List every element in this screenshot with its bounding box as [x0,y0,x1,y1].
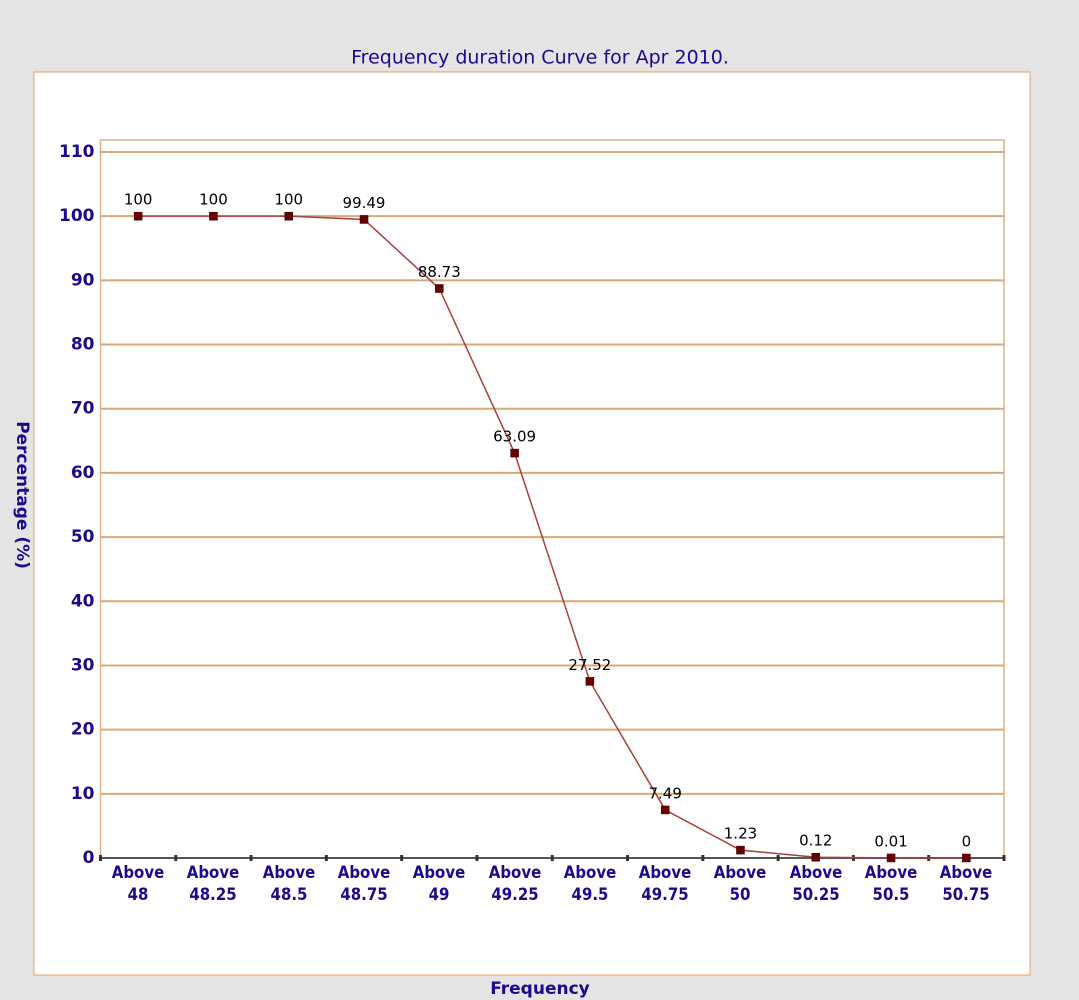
y-tick-label: 0 [83,848,95,868]
data-point [660,805,670,815]
y-tick-label: 10 [71,784,95,804]
x-axis-title: Frequency [490,979,590,999]
x-tick-label: Above 49.25 [488,863,541,905]
data-point [359,215,369,224]
x-tick-label: Above 50.75 [940,863,993,905]
y-tick-label: 60 [71,463,95,483]
data-point [435,284,444,293]
data-point [962,853,971,863]
data-label: 99.49 [343,194,386,212]
data-point [811,852,821,862]
y-tick-label: 80 [71,335,95,355]
x-tick-label: Above 49.75 [638,863,692,905]
y-tick-label: 100 [59,206,95,226]
data-label: 100 [274,191,303,209]
data-label: 1.23 [724,825,757,843]
x-tick-label: Above 49.5 [563,863,617,905]
x-tick-label: Above 48 [111,863,165,905]
data-line [138,215,967,859]
y-tick-label: 50 [71,527,95,547]
chart-panel [33,71,1031,976]
data-point [736,845,745,855]
data-label: 100 [199,191,228,209]
data-point [886,853,896,863]
y-tick-label: 20 [71,720,95,740]
y-axis-title: Percentage (%) [12,421,32,569]
data-label: 88.73 [418,263,461,281]
data-label: 27.52 [568,656,611,674]
data-point [284,211,293,221]
x-tick-label: Above 50 [714,863,767,905]
chart-title: Frequency duration Curve for Apr 2010. [351,47,729,69]
y-tick-label: 70 [71,399,95,419]
x-tick-label: Above 50.5 [864,863,918,905]
y-tick-label: 90 [71,270,95,290]
x-tick-label: Above 49 [413,863,466,905]
x-tick-label: Above 50.25 [789,863,843,905]
x-tick-label: Above 48.5 [262,863,315,905]
data-label: 63.09 [493,428,536,446]
data-point [209,211,218,221]
x-tick-label: Above 48.25 [187,863,240,905]
data-label: 0 [962,833,972,851]
data-label: 0.12 [799,832,832,850]
data-point [133,211,143,221]
y-tick-label: 110 [59,142,95,162]
data-point [585,677,595,686]
y-tick-label: 40 [71,591,95,611]
x-tick-label: Above 48.75 [337,863,391,905]
data-label: 7.49 [648,784,681,802]
data-label: 100 [124,191,153,209]
y-tick-label: 30 [71,655,95,675]
data-label: 0.01 [874,832,907,850]
data-point [510,448,519,458]
